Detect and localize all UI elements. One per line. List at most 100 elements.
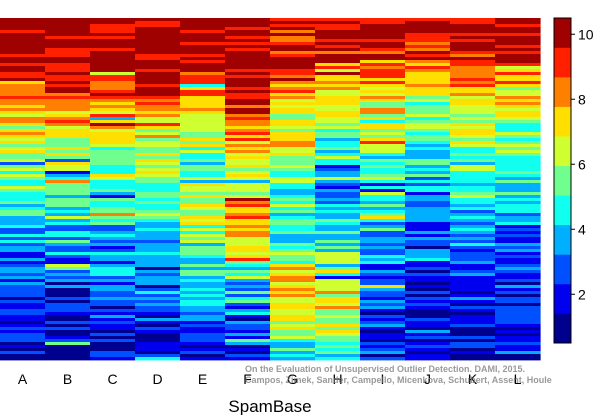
heatmap-cell xyxy=(270,81,316,85)
heatmap-cell xyxy=(0,207,46,211)
heatmap-cell xyxy=(45,315,91,319)
heatmap-cell xyxy=(450,258,496,262)
heatmap-cell xyxy=(315,126,361,130)
heatmap-cell xyxy=(45,285,91,289)
heatmap-cell xyxy=(45,117,91,121)
heatmap-cell xyxy=(360,72,406,76)
heatmap-cell xyxy=(225,309,271,313)
heatmap-cell xyxy=(315,300,361,304)
colorbar-segment xyxy=(554,165,571,196)
heatmap-cell xyxy=(360,345,406,349)
heatmap-cell xyxy=(495,318,541,322)
heatmap-cell xyxy=(135,147,181,151)
heatmap-cell xyxy=(90,336,136,340)
heatmap-cell xyxy=(45,195,91,199)
heatmap-cell xyxy=(0,30,46,34)
heatmap-cell xyxy=(45,189,91,193)
heatmap-cell xyxy=(270,225,316,229)
heatmap-cell xyxy=(45,54,91,58)
heatmap-cell xyxy=(360,171,406,175)
heatmap-cell xyxy=(270,84,316,88)
heatmap-cell xyxy=(90,123,136,127)
heatmap-cell xyxy=(405,48,451,52)
heatmap-cell xyxy=(90,39,136,43)
heatmap-cell xyxy=(90,291,136,295)
heatmap-cell xyxy=(315,342,361,346)
heatmap-cell xyxy=(135,138,181,142)
heatmap-cell xyxy=(450,174,496,178)
heatmap-cell xyxy=(405,279,451,283)
heatmap-cell xyxy=(360,201,406,205)
heatmap-cell xyxy=(0,216,46,220)
heatmap-cell xyxy=(360,204,406,208)
heatmap-cell xyxy=(225,168,271,172)
x-tick-label-g: G xyxy=(287,371,298,387)
heatmap-cell xyxy=(495,234,541,238)
heatmap-cell xyxy=(225,312,271,316)
heatmap-cell xyxy=(495,144,541,148)
heatmap-cell xyxy=(135,303,181,307)
heatmap-cell xyxy=(225,174,271,178)
heatmap-cell xyxy=(225,159,271,163)
heatmap-cell xyxy=(225,30,271,34)
heatmap-cell xyxy=(45,201,91,205)
heatmap-cell xyxy=(360,111,406,115)
heatmap-cell xyxy=(270,18,316,22)
heatmap-cell xyxy=(0,195,46,199)
heatmap-cell xyxy=(45,330,91,334)
heatmap-cell xyxy=(0,24,46,28)
heatmap-cell xyxy=(495,84,541,88)
heatmap-cell xyxy=(270,315,316,319)
heatmap-cell xyxy=(0,138,46,142)
heatmap-cell xyxy=(0,78,46,82)
heatmap-cell xyxy=(270,138,316,142)
heatmap-cell xyxy=(45,240,91,244)
heatmap-cell xyxy=(135,141,181,145)
heatmap-cell xyxy=(90,231,136,235)
heatmap-cell xyxy=(450,177,496,181)
heatmap-cell xyxy=(0,99,46,103)
heatmap-cell xyxy=(45,75,91,79)
heatmap-cell xyxy=(180,249,226,253)
heatmap-cell xyxy=(315,288,361,292)
heatmap-cell xyxy=(0,306,46,310)
heatmap-cell xyxy=(0,192,46,196)
heatmap-cell xyxy=(135,66,181,70)
heatmap-cell xyxy=(495,162,541,166)
colorbar-tick-label: 4 xyxy=(578,221,586,237)
heatmap-cell xyxy=(180,63,226,67)
heatmap-cell xyxy=(45,183,91,187)
heatmap-cell xyxy=(360,45,406,49)
heatmap-cell xyxy=(90,333,136,337)
heatmap-cell xyxy=(315,324,361,328)
heatmap-cell xyxy=(135,321,181,325)
heatmap-cell xyxy=(90,306,136,310)
heatmap-cell xyxy=(45,348,91,352)
heatmap-cell xyxy=(360,192,406,196)
heatmap-cell xyxy=(90,24,136,28)
heatmap-cell xyxy=(225,204,271,208)
heatmap-cell xyxy=(90,180,136,184)
heatmap-cell xyxy=(180,219,226,223)
heatmap-cell xyxy=(90,129,136,133)
heatmap-cell xyxy=(315,243,361,247)
heatmap-cell xyxy=(45,198,91,202)
heatmap-cell xyxy=(225,129,271,133)
heatmap-cell xyxy=(225,24,271,28)
heatmap-cell xyxy=(315,90,361,94)
heatmap-cell xyxy=(270,303,316,307)
heatmap-cell xyxy=(135,354,181,358)
heatmap-cell xyxy=(225,27,271,31)
heatmap-cell xyxy=(270,345,316,349)
heatmap-cell xyxy=(45,261,91,265)
heatmap-cell xyxy=(0,243,46,247)
heatmap-cell xyxy=(450,306,496,310)
heatmap-cell xyxy=(315,219,361,223)
heatmap-cell xyxy=(225,69,271,73)
heatmap-cell xyxy=(270,66,316,70)
heatmap-cell xyxy=(180,339,226,343)
heatmap-cell xyxy=(45,186,91,190)
heatmap-cell xyxy=(270,228,316,232)
heatmap-cell xyxy=(405,135,451,139)
heatmap-cell xyxy=(45,312,91,316)
